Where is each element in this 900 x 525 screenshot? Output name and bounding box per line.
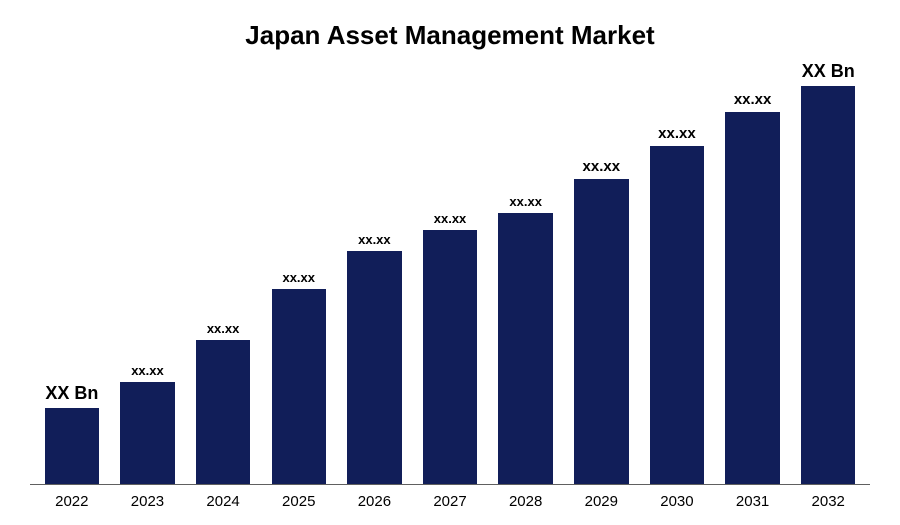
bar-value-label: xx.xx [358, 232, 391, 247]
bar-group: xx.xx [715, 61, 791, 484]
bar-value-label: xx.xx [282, 270, 315, 285]
x-axis-tick: 2027 [412, 493, 488, 510]
x-axis-tick: 2029 [563, 493, 639, 510]
x-axis-tick: 2023 [110, 493, 186, 510]
bar-value-label: xx.xx [583, 158, 621, 175]
bar-group: XX Bn [34, 61, 110, 484]
x-axis: 2022202320242025202620272028202920302031… [30, 493, 870, 510]
bar [120, 382, 174, 484]
bar-group: xx.xx [563, 61, 639, 484]
bar-group: xx.xx [110, 61, 186, 484]
bar [347, 251, 401, 484]
x-axis-tick: 2026 [337, 493, 413, 510]
bar [650, 146, 704, 484]
bar [498, 213, 552, 484]
plot-area: XX Bn xx.xx xx.xx xx.xx xx.xx xx.xx xx.xx xx.xx… [30, 61, 870, 485]
bar [423, 230, 477, 484]
x-axis-tick: 2022 [34, 493, 110, 510]
bar-value-label: XX Bn [45, 383, 98, 404]
bar-value-label: xx.xx [509, 194, 542, 209]
bar-group: xx.xx [639, 61, 715, 484]
x-axis-tick: 2032 [790, 493, 866, 510]
bar [272, 289, 326, 484]
bar [725, 112, 779, 484]
bar-group: xx.xx [185, 61, 261, 484]
bar-value-label: xx.xx [434, 211, 467, 226]
chart-title: Japan Asset Management Market [30, 20, 870, 51]
bar [45, 408, 99, 484]
bar-value-label: xx.xx [734, 91, 772, 108]
bar-group: xx.xx [337, 61, 413, 484]
bar-group: xx.xx [261, 61, 337, 484]
bar-value-label: xx.xx [131, 363, 164, 378]
x-axis-tick: 2031 [715, 493, 791, 510]
x-axis-tick: 2025 [261, 493, 337, 510]
bar-value-label: XX Bn [802, 61, 855, 82]
bar [196, 340, 250, 484]
bar-group: xx.xx [412, 61, 488, 484]
x-axis-tick: 2028 [488, 493, 564, 510]
bar-group: XX Bn [790, 61, 866, 484]
bar [574, 179, 628, 484]
bar [801, 86, 855, 484]
x-axis-tick: 2030 [639, 493, 715, 510]
x-axis-tick: 2024 [185, 493, 261, 510]
bar-value-label: xx.xx [658, 125, 696, 142]
bar-value-label: xx.xx [207, 321, 240, 336]
chart-container: Japan Asset Management Market XX Bn xx.xx… [0, 0, 900, 525]
bar-group: xx.xx [488, 61, 564, 484]
